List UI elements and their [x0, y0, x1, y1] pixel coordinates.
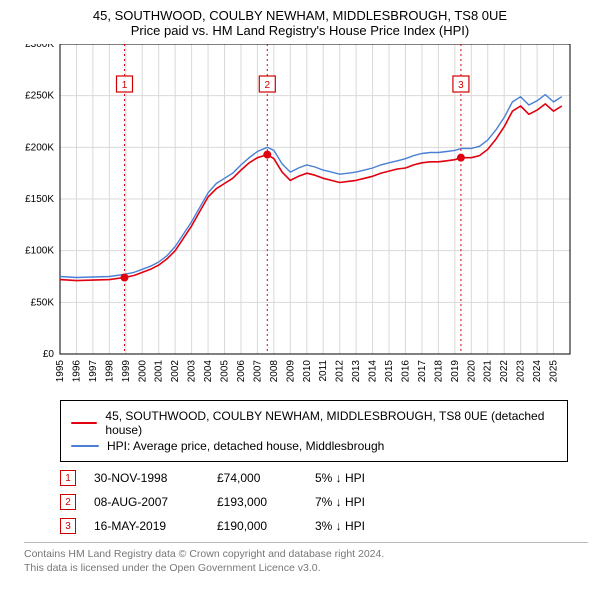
svg-text:2024: 2024: [532, 360, 543, 383]
sale-marker-box: 3: [60, 518, 76, 534]
svg-text:2001: 2001: [154, 360, 165, 383]
svg-text:1: 1: [122, 80, 128, 91]
legend-swatch: [71, 445, 99, 447]
sale-price: £74,000: [217, 471, 297, 485]
svg-text:2008: 2008: [269, 360, 280, 383]
svg-text:2013: 2013: [351, 360, 362, 383]
line-chart-svg: £0 £50K £100K £150K £200K £250K £300K 1995 1996 1…: [12, 44, 588, 392]
svg-text:2003: 2003: [187, 360, 198, 383]
svg-text:£50K: £50K: [31, 297, 55, 308]
svg-text:1997: 1997: [88, 360, 99, 383]
chart-container: 45, SOUTHWOOD, COULBY NEWHAM, MIDDLESBRO…: [0, 0, 600, 581]
svg-text:2011: 2011: [318, 360, 329, 382]
svg-text:2015: 2015: [384, 360, 395, 383]
svg-text:2009: 2009: [285, 360, 296, 383]
svg-text:1999: 1999: [121, 360, 132, 383]
svg-text:2014: 2014: [368, 360, 379, 383]
svg-text:3: 3: [458, 80, 464, 91]
legend-label: 45, SOUTHWOOD, COULBY NEWHAM, MIDDLESBRO…: [105, 409, 557, 437]
svg-text:2025: 2025: [549, 360, 560, 383]
legend-label: HPI: Average price, detached house, Midd…: [107, 439, 384, 453]
svg-text:£100K: £100K: [25, 246, 54, 257]
title-line-1: 45, SOUTHWOOD, COULBY NEWHAM, MIDDLESBRO…: [12, 8, 588, 23]
svg-text:£200K: £200K: [25, 142, 54, 153]
svg-text:2005: 2005: [220, 360, 231, 383]
sale-price: £193,000: [217, 495, 297, 509]
legend-item: HPI: Average price, detached house, Midd…: [71, 439, 557, 453]
footnote: Contains HM Land Registry data © Crown c…: [24, 542, 588, 575]
svg-text:2017: 2017: [417, 360, 428, 383]
footnote-line: Contains HM Land Registry data © Crown c…: [24, 547, 588, 561]
sale-diff: 3% ↓ HPI: [315, 519, 405, 533]
svg-text:2021: 2021: [483, 360, 494, 383]
sale-marker-box: 2: [60, 494, 76, 510]
sale-date: 16-MAY-2019: [94, 519, 199, 533]
svg-text:2000: 2000: [137, 360, 148, 383]
legend-item: 45, SOUTHWOOD, COULBY NEWHAM, MIDDLESBRO…: [71, 409, 557, 437]
title-line-2: Price paid vs. HM Land Registry's House …: [12, 23, 588, 38]
svg-text:£300K: £300K: [25, 44, 54, 50]
sales-table: 1 30-NOV-1998 £74,000 5% ↓ HPI 2 08-AUG-…: [60, 470, 568, 534]
svg-text:2002: 2002: [170, 360, 181, 383]
legend: 45, SOUTHWOOD, COULBY NEWHAM, MIDDLESBRO…: [60, 400, 568, 462]
sales-row: 3 16-MAY-2019 £190,000 3% ↓ HPI: [60, 518, 568, 534]
sales-row: 2 08-AUG-2007 £193,000 7% ↓ HPI: [60, 494, 568, 510]
svg-text:2007: 2007: [252, 360, 263, 383]
svg-text:2020: 2020: [466, 360, 477, 383]
svg-text:2022: 2022: [499, 360, 510, 383]
svg-text:£250K: £250K: [25, 91, 54, 102]
sale-date: 08-AUG-2007: [94, 495, 199, 509]
svg-text:2016: 2016: [400, 360, 411, 383]
svg-text:2018: 2018: [433, 360, 444, 383]
sale-diff: 7% ↓ HPI: [315, 495, 405, 509]
svg-text:1996: 1996: [71, 360, 82, 383]
svg-text:2006: 2006: [236, 360, 247, 383]
sale-marker-box: 1: [60, 470, 76, 486]
sales-row: 1 30-NOV-1998 £74,000 5% ↓ HPI: [60, 470, 568, 486]
svg-text:2019: 2019: [450, 360, 461, 383]
sale-marker-number: 3: [65, 521, 71, 532]
svg-text:£150K: £150K: [25, 194, 54, 205]
svg-text:2: 2: [265, 80, 271, 91]
chart-area: £0 £50K £100K £150K £200K £250K £300K 1995 1996 1…: [12, 44, 588, 392]
svg-text:2004: 2004: [203, 360, 214, 383]
svg-text:1995: 1995: [55, 360, 66, 383]
sale-marker-number: 2: [65, 497, 71, 508]
legend-swatch: [71, 422, 97, 424]
chart-title: 45, SOUTHWOOD, COULBY NEWHAM, MIDDLESBRO…: [12, 8, 588, 38]
svg-text:£0: £0: [43, 349, 55, 360]
sale-date: 30-NOV-1998: [94, 471, 199, 485]
sale-price: £190,000: [217, 519, 297, 533]
svg-text:2012: 2012: [335, 360, 346, 383]
svg-text:2023: 2023: [516, 360, 527, 383]
svg-text:2010: 2010: [302, 360, 313, 383]
sale-diff: 5% ↓ HPI: [315, 471, 405, 485]
svg-text:1998: 1998: [104, 360, 115, 383]
sale-marker-number: 1: [65, 473, 71, 484]
footnote-line: This data is licensed under the Open Gov…: [24, 561, 588, 575]
